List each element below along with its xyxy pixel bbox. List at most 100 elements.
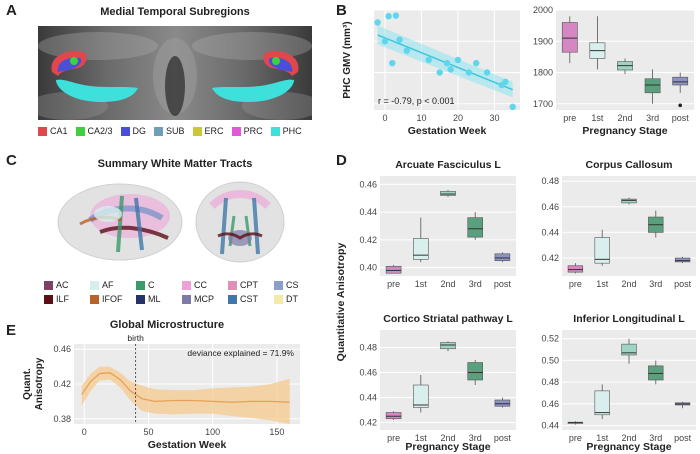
legend-label: CC xyxy=(194,280,207,290)
legend-label: ML xyxy=(148,294,161,304)
scatter-point xyxy=(436,69,443,76)
legend-swatch xyxy=(274,280,283,290)
legend-label: CS xyxy=(286,280,299,290)
x-tick-label: post xyxy=(494,279,512,289)
y-tick-label: 0.42 xyxy=(541,253,559,263)
legend-label: DG xyxy=(132,126,147,136)
box-body xyxy=(621,198,637,204)
box-body xyxy=(440,342,456,350)
legend-label: ERC xyxy=(204,126,224,136)
panel-c-legend-item: ILF xyxy=(44,294,82,304)
box-body xyxy=(644,78,661,94)
panel-a-legend-item: SUB xyxy=(154,126,185,136)
scatter-point xyxy=(385,13,392,20)
curve-confidence-band xyxy=(81,366,290,424)
legend-label: DT xyxy=(286,294,298,304)
y-tick-label: 0.44 xyxy=(541,227,559,237)
legend-label: CST xyxy=(240,294,258,304)
panel-c-legend-item: AC xyxy=(44,280,82,290)
y-tick-label: 0.44 xyxy=(359,393,377,403)
box-body xyxy=(674,257,691,263)
panel-c-legend-item: CC xyxy=(182,280,220,290)
x-tick-label: post xyxy=(672,113,690,123)
legend-label: PHC xyxy=(282,126,302,136)
legend-swatch xyxy=(90,280,99,290)
x-tick-label: 1st xyxy=(596,279,609,289)
legend-swatch xyxy=(44,294,53,304)
x-tick-label: 3rd xyxy=(469,433,482,443)
x-tick-label: 0 xyxy=(382,113,387,123)
panel-c-legend-item: CPT xyxy=(228,280,266,290)
y-tick-label: 0.46 xyxy=(359,179,377,189)
box-body xyxy=(413,384,429,408)
x-tick-label: 1st xyxy=(415,279,428,289)
x-tick-label: 30 xyxy=(489,113,499,123)
panel-c-legend-item: AF xyxy=(90,280,128,290)
legend-swatch xyxy=(182,280,191,290)
y-tick-label: 0.50 xyxy=(541,355,559,365)
x-tick-label: 2nd xyxy=(440,279,455,289)
y-axis-label: PHC GMV (mm³) xyxy=(342,21,353,98)
legend-label: AF xyxy=(102,280,114,290)
scatter-point xyxy=(454,56,462,64)
subplot-title: Cortico Striatal pathway L xyxy=(383,313,513,325)
y-tick-label: 0.44 xyxy=(541,421,559,431)
x-tick-label: 2nd xyxy=(621,279,636,289)
x-tick-label: 3rd xyxy=(646,113,659,123)
x-tick-label: pre xyxy=(563,113,576,123)
scatter-point xyxy=(509,103,516,111)
legend-label: MCP xyxy=(194,294,214,304)
box-body xyxy=(385,412,402,420)
subplot-title: Inferior Longitudinal L xyxy=(573,313,685,325)
fitted-curve xyxy=(81,372,290,403)
y-tick-label: 0.40 xyxy=(359,263,377,273)
y-axis-label-line1: Quant. xyxy=(22,368,33,400)
y-tick-label: 0.46 xyxy=(359,368,377,378)
panel-c-legend: AC AF C CC CPT CS ILF IFOF ML MCP CST DT xyxy=(44,280,334,304)
x-tick-label: 3rd xyxy=(649,433,662,443)
legend-label: PRC xyxy=(243,126,263,136)
x-tick-label: 50 xyxy=(143,427,153,437)
box-body xyxy=(648,365,664,381)
panel-letter-c: C xyxy=(6,152,17,169)
x-tick-label: 2nd xyxy=(621,433,636,443)
scatter-point xyxy=(483,69,491,76)
y-tick-label: 0.48 xyxy=(541,176,559,186)
x-axis-label: Gestation Week xyxy=(408,125,487,137)
panel-c-legend-item: CST xyxy=(228,294,266,304)
box-body xyxy=(594,390,610,416)
y-tick-label: 1900 xyxy=(533,36,553,46)
chart-title: Global Microstructure xyxy=(110,319,224,331)
y-tick-label: 1700 xyxy=(533,99,553,109)
x-axis-label: Pregnancy Stage xyxy=(405,441,490,453)
box-body xyxy=(494,253,511,262)
legend-swatch xyxy=(136,280,145,290)
x-tick-label: 2nd xyxy=(440,433,455,443)
x-tick-label: 20 xyxy=(453,113,463,123)
global-microstructure-chart: Global Microstructure 0.38 0.42 0.46 0 50 100 1… xyxy=(22,319,300,451)
y-tick-label: 0.42 xyxy=(359,418,377,428)
scatter-point xyxy=(502,78,509,86)
x-tick-label: 1st xyxy=(596,433,609,443)
box-body xyxy=(672,76,689,86)
x-axis-label: Pregnancy Stage xyxy=(582,125,667,137)
legend-swatch xyxy=(154,126,164,136)
y-tick-label: 0.44 xyxy=(359,207,377,217)
legend-swatch xyxy=(274,294,283,304)
mri-slice-image xyxy=(38,26,312,120)
x-tick-label: post xyxy=(674,279,692,289)
legend-swatch xyxy=(231,126,241,136)
box-body xyxy=(494,399,511,407)
x-tick-label: 1st xyxy=(591,113,604,123)
panel-c-legend-item: ML xyxy=(136,294,174,304)
panel-a-legend-item: PRC xyxy=(231,126,263,136)
subplot-title: Corpus Callosum xyxy=(586,159,673,171)
box-body xyxy=(385,265,402,274)
plot-background xyxy=(562,176,696,276)
box-body xyxy=(413,238,429,260)
y-axis-label-line2: Anisotropy xyxy=(34,357,45,410)
legend-label: CPT xyxy=(240,280,258,290)
panel-a-title: Medial Temporal Subregions xyxy=(100,6,250,18)
qa-box-charts: Arcuate Fasciculus L 0.40 0.42 0.44 0.46 pre 1… xyxy=(336,159,696,453)
x-tick-label: pre xyxy=(387,279,400,289)
